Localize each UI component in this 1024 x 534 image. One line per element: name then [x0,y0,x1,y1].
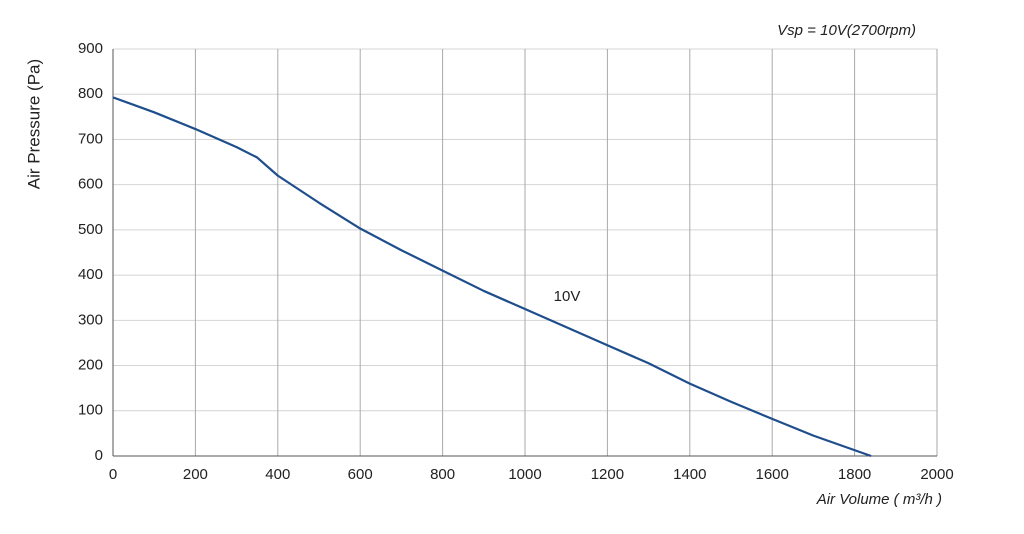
annotation: 10V [554,288,581,305]
chart-subtitle: Vsp = 10V(2700rpm) [777,22,916,39]
x-tick-label: 0 [109,466,117,483]
x-tick-label: 1200 [591,466,624,483]
y-tick-label: 300 [78,311,103,328]
y-tick-label: 500 [78,221,103,238]
x-tick-label: 600 [348,466,373,483]
y-tick-label: 900 [78,40,103,57]
x-tick-label: 1000 [508,466,541,483]
y-axis-label: Air Pressure (Pa) [24,59,43,189]
x-tick-label: 800 [430,466,455,483]
x-tick-label: 200 [183,466,208,483]
x-tick-label: 2000 [920,466,953,483]
y-tick-label: 400 [78,266,103,283]
x-tick-label: 400 [265,466,290,483]
x-tick-label: 1600 [756,466,789,483]
y-tick-label: 800 [78,85,103,102]
y-tick-label: 100 [78,402,103,419]
y-tick-label: 700 [78,130,103,147]
y-tick-label: 600 [78,176,103,193]
data-line [112,96,872,458]
y-tick-label: 0 [95,447,103,464]
x-tick-label: 1400 [673,466,706,483]
x-axis-label: Air Volume ( m³/h ) [816,491,942,508]
y-tick-label: 200 [78,357,103,374]
x-tick-label: 1800 [838,466,871,483]
